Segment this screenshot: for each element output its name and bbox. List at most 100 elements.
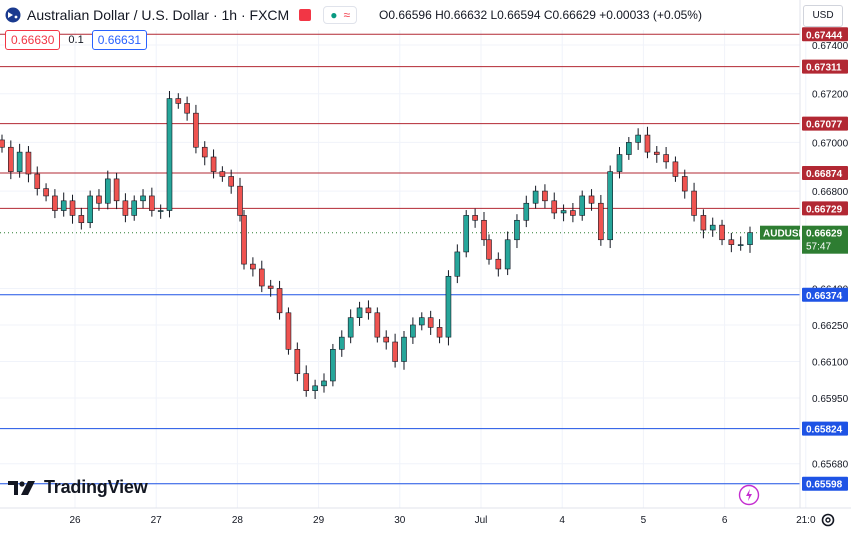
candle-body [52, 195, 58, 211]
candle-body [276, 288, 283, 314]
symbol-tag: AUDUSD [763, 229, 806, 240]
candle-body [626, 142, 632, 155]
candle-body [709, 224, 716, 231]
candle-layer [0, 91, 753, 399]
y-tick-label: 0.66800 [812, 187, 849, 198]
candle-body [663, 154, 669, 163]
candle-body [140, 195, 146, 202]
candle-body [644, 134, 651, 153]
candle-body [113, 178, 120, 202]
x-tick-label: 5 [641, 515, 647, 526]
currency-button[interactable]: USD [803, 5, 843, 27]
chart-header: Australian Dollar / U.S. Dollar · 1h · F… [0, 0, 800, 30]
candle-body [25, 151, 32, 175]
resistance-level-tag-bg [802, 166, 848, 181]
candle-body [149, 195, 155, 211]
y-tick-label: 0.67400 [812, 41, 849, 52]
candle-body [737, 244, 744, 246]
candle-body [193, 112, 199, 148]
support-level-tag-bg [802, 421, 848, 436]
candle-body [34, 173, 41, 189]
ohlc-readout: O0.66596 H0.66632 L0.66594 C0.66629 +0.0… [379, 8, 702, 22]
candle-body [258, 268, 265, 287]
last-price-tag-bg [802, 225, 848, 254]
candle-body [338, 336, 345, 350]
candle-body [157, 210, 164, 212]
symbol-tag-bg [760, 225, 800, 240]
candle-body [436, 327, 443, 338]
candle-body [410, 324, 416, 338]
candle-body [504, 239, 511, 270]
candle-body [445, 275, 452, 338]
support-level-tag-bg [802, 287, 848, 302]
candle-body [383, 336, 390, 343]
support-level-tag: 0.65824 [806, 425, 843, 436]
candle-body [542, 190, 548, 202]
buy-button[interactable]: 0.66631 [91, 30, 148, 50]
x-tick-label: 21:0 [796, 515, 816, 526]
x-tick-label: 4 [559, 515, 565, 526]
candle-body [719, 224, 725, 241]
candle-body [122, 200, 129, 216]
candle-body [374, 312, 381, 338]
candle-body [104, 178, 111, 204]
spread-value: 0.1 [68, 34, 84, 46]
x-tick-label: 29 [313, 515, 325, 526]
candle-body [579, 195, 586, 216]
candle-body [210, 156, 217, 172]
candle-body [69, 200, 76, 216]
bar-countdown: 57:47 [806, 242, 831, 253]
indicator-pill[interactable]: ● ≈ [323, 6, 358, 24]
approx-wave-icon: ≈ [343, 8, 351, 22]
candle-body [87, 195, 93, 224]
candle-body [356, 307, 363, 318]
candle-body [495, 258, 502, 270]
y-tick-label: 0.66100 [812, 357, 849, 368]
symbol-title[interactable]: Australian Dollar / U.S. Dollar · 1h · F… [27, 7, 290, 23]
x-tick-label: 6 [722, 515, 728, 526]
candle-body [392, 341, 398, 362]
candle-body [166, 98, 173, 211]
lightning-icon[interactable] [738, 484, 760, 506]
level-labels: 0.67444 0.67311 0.67077 0.66874 0.66729 0.663… [760, 27, 848, 491]
logo-text: TradingView [44, 477, 148, 497]
candle-body [532, 190, 539, 204]
candle-body [401, 336, 407, 362]
resistance-level-tag: 0.67444 [806, 30, 843, 41]
market-status-icon[interactable] [299, 9, 312, 21]
sell-button[interactable]: 0.66630 [5, 30, 61, 50]
y-tick-label: 0.65680 [812, 460, 849, 471]
candle-body [691, 190, 697, 216]
candle-body [330, 349, 336, 382]
y-tick-label: 0.65950 [812, 394, 849, 405]
candle-body [514, 219, 520, 241]
last-price-tag: 0.66629 [806, 229, 843, 240]
candle-body [523, 202, 530, 221]
candle-body [598, 202, 604, 241]
candle-body [570, 210, 576, 216]
x-tick-label: 27 [151, 515, 163, 526]
candle-body [250, 263, 256, 270]
candle-body [201, 146, 208, 158]
candle-body [184, 103, 190, 114]
candle-body [43, 188, 49, 197]
x-tick-label: 26 [69, 515, 81, 526]
y-tick-label: 0.67200 [812, 90, 849, 101]
x-axis: 26 27 28 29 30 Jul 4 5 6 21:0 [69, 515, 816, 526]
candle-body [607, 171, 613, 241]
candle-body [78, 215, 85, 224]
candle-body [175, 98, 182, 104]
resistance-level-tag: 0.67077 [806, 120, 843, 131]
candle-body [228, 176, 234, 187]
resistance-level-tag: 0.66874 [806, 169, 843, 180]
candle-body [347, 317, 354, 338]
y-tick-label: 0.67000 [812, 138, 849, 149]
candle-body [681, 176, 688, 192]
gear-icon[interactable] [820, 512, 836, 528]
y-tick-label: 0.66250 [812, 321, 849, 332]
tradingview-logo-icon [8, 480, 35, 495]
candle-body [321, 380, 327, 387]
candle-body [588, 195, 595, 204]
